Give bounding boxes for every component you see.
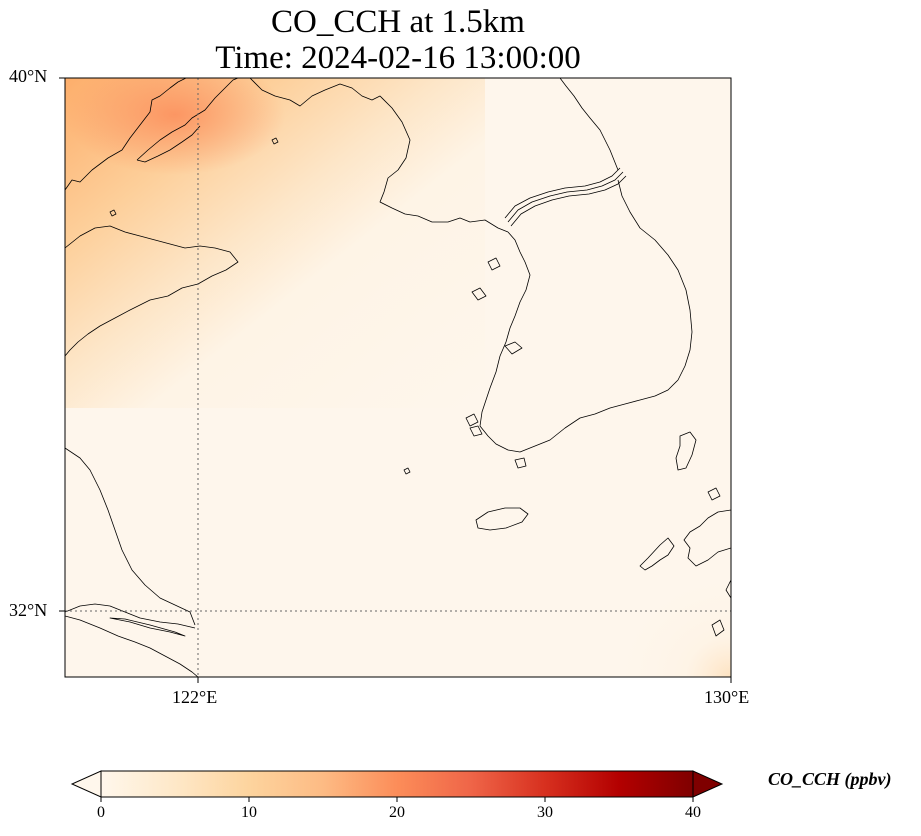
colorbar-tick-label-0: 0 <box>97 804 105 821</box>
colorbar-label: CO_CCH (ppbv) <box>768 769 892 789</box>
gridlines <box>65 78 731 677</box>
map-title-line1: CO_CCH at 1.5km <box>271 4 525 40</box>
lon-label-130: 130°E <box>704 687 750 707</box>
colorbar-extend-low <box>70 770 102 798</box>
lon-label-122: 122°E <box>172 687 218 707</box>
colorbar-tick-label-40: 40 <box>685 804 701 821</box>
map-plot <box>59 77 732 683</box>
colorbar-tick-label-20: 20 <box>389 804 405 821</box>
lat-label-40: 40°N <box>9 66 48 86</box>
co-field-hotspot <box>65 78 285 175</box>
colorbar-tick-label-30: 30 <box>537 804 553 821</box>
lat-label-32: 32°N <box>9 600 48 620</box>
colorbar-gradient <box>100 770 694 798</box>
map-frame <box>64 77 732 678</box>
colorbar-extend-high <box>692 770 724 798</box>
colorbar-tick-label-10: 10 <box>241 804 257 821</box>
map-title-line2: Time: 2024-02-16 13:00:00 <box>215 40 581 76</box>
coastlines <box>65 78 731 677</box>
co-field-southeast-plume <box>600 560 731 677</box>
